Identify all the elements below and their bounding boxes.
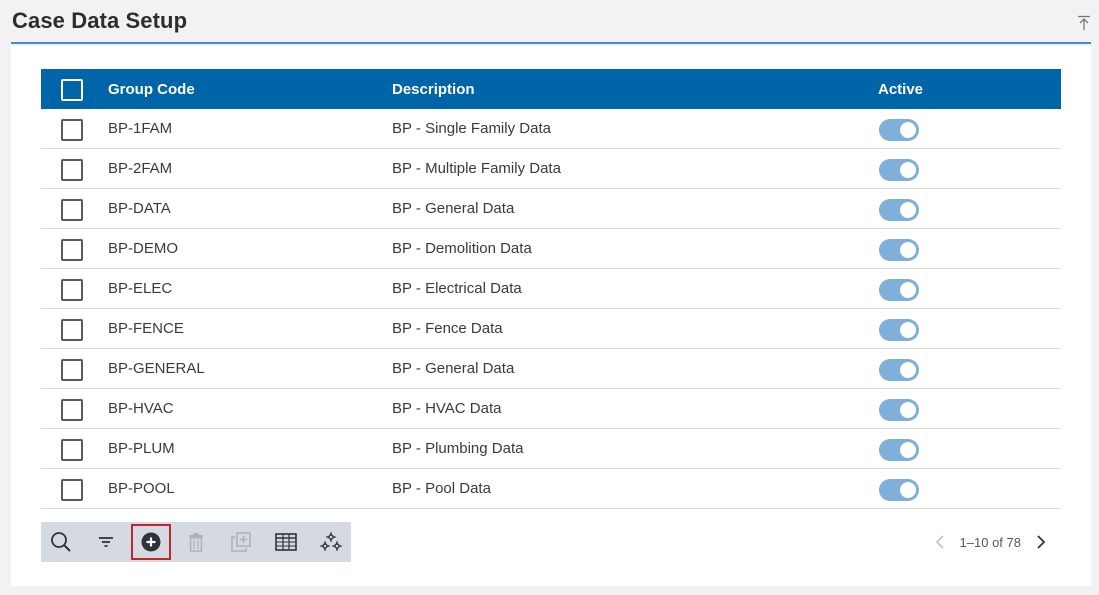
table-row[interactable]: BP-HVAC BP - HVAC Data (41, 389, 1061, 429)
settings-button[interactable] (311, 524, 351, 560)
collapse-top-icon[interactable] (1077, 15, 1091, 31)
columns-icon (275, 533, 297, 551)
toggle-knob (900, 122, 916, 138)
toggle-knob (900, 162, 916, 178)
description-cell: BP - Pool Data (392, 480, 491, 497)
active-toggle[interactable] (879, 239, 919, 261)
description-cell: BP - Electrical Data (392, 280, 522, 297)
description-cell: BP - Fence Data (392, 320, 503, 337)
page-title: Case Data Setup (12, 8, 188, 33)
add-button[interactable] (131, 524, 171, 560)
copy-icon (231, 532, 251, 552)
trash-icon (189, 533, 203, 552)
group-code-cell: BP-1FAM (108, 120, 173, 137)
row-checkbox[interactable] (61, 359, 83, 381)
description-cell: BP - General Data (392, 360, 515, 377)
description-cell: BP - Plumbing Data (392, 440, 524, 457)
group-code-cell: BP-FENCE (108, 320, 184, 337)
active-toggle[interactable] (879, 159, 919, 181)
row-checkbox[interactable] (61, 439, 83, 461)
group-code-cell: BP-ELEC (108, 280, 173, 297)
active-toggle[interactable] (879, 479, 919, 501)
row-checkbox[interactable] (61, 279, 83, 301)
group-code-cell: BP-PLUM (108, 440, 175, 457)
toggle-knob (900, 242, 916, 258)
grid-header: Group Code Description Active (41, 69, 1061, 109)
table-row[interactable]: BP-ELEC BP - Electrical Data (41, 269, 1061, 309)
toggle-knob (900, 362, 916, 378)
group-code-cell: BP-2FAM (108, 160, 173, 177)
delete-button[interactable] (176, 524, 216, 560)
select-all-checkbox[interactable] (61, 79, 83, 101)
grid-body: BP-1FAM BP - Single Family Data BP-2FAM BP … (41, 109, 1061, 509)
column-header-active[interactable]: Active (878, 81, 924, 98)
add-icon (141, 532, 161, 552)
table-row[interactable]: BP-PLUM BP - Plumbing Data (41, 429, 1061, 469)
active-toggle[interactable] (879, 279, 919, 301)
toggle-knob (900, 202, 916, 218)
row-checkbox[interactable] (61, 479, 83, 501)
table-row[interactable]: BP-FENCE BP - Fence Data (41, 309, 1061, 349)
description-cell: BP - General Data (392, 200, 515, 217)
chevron-right-icon (1037, 535, 1046, 549)
search-icon (51, 532, 71, 552)
active-toggle[interactable] (879, 359, 919, 381)
toggle-knob (900, 282, 916, 298)
row-checkbox[interactable] (61, 239, 83, 261)
table-row[interactable]: BP-DATA BP - General Data (41, 189, 1061, 229)
settings-icon (320, 532, 342, 551)
active-toggle[interactable] (879, 199, 919, 221)
row-checkbox[interactable] (61, 399, 83, 421)
group-code-cell: BP-DEMO (108, 240, 179, 257)
duplicate-button[interactable] (221, 524, 261, 560)
table-row[interactable]: BP-DEMO BP - Demolition Data (41, 229, 1061, 269)
table-row[interactable]: BP-2FAM BP - Multiple Family Data (41, 149, 1061, 189)
search-button[interactable] (41, 524, 81, 560)
active-toggle[interactable] (879, 319, 919, 341)
toggle-knob (900, 442, 916, 458)
table-row[interactable]: BP-1FAM BP - Single Family Data (41, 109, 1061, 149)
group-code-cell: BP-GENERAL (108, 360, 205, 377)
toggle-knob (900, 402, 916, 418)
filter-button[interactable] (86, 524, 126, 560)
column-header-description[interactable]: Description (392, 81, 475, 98)
content-card: Group Code Description Active BP-1FAM BP … (11, 46, 1091, 586)
description-cell: BP - Single Family Data (392, 120, 551, 137)
table-row[interactable]: BP-POOL BP - Pool Data (41, 469, 1061, 509)
description-cell: BP - HVAC Data (392, 400, 502, 417)
page-header: Case Data Setup (11, 0, 1091, 44)
page-range: 1–10 of 78 (959, 534, 1021, 550)
row-checkbox[interactable] (61, 119, 83, 141)
grid-toolbar (41, 522, 351, 562)
description-cell: BP - Multiple Family Data (392, 160, 561, 177)
previous-page-button[interactable] (930, 532, 950, 552)
row-checkbox[interactable] (61, 319, 83, 341)
column-header-group-code[interactable]: Group Code (108, 81, 195, 98)
columns-button[interactable] (266, 524, 306, 560)
active-toggle[interactable] (879, 439, 919, 461)
active-toggle[interactable] (879, 119, 919, 141)
active-toggle[interactable] (879, 399, 919, 421)
chevron-left-icon (935, 535, 944, 549)
group-code-cell: BP-POOL (108, 480, 175, 497)
table-row[interactable]: BP-GENERAL BP - General Data (41, 349, 1061, 389)
toggle-knob (900, 482, 916, 498)
toggle-knob (900, 322, 916, 338)
group-code-cell: BP-DATA (108, 200, 171, 217)
filter-icon (99, 537, 113, 547)
row-checkbox[interactable] (61, 159, 83, 181)
data-grid: Group Code Description Active BP-1FAM BP … (41, 69, 1061, 509)
pagination: 1–10 of 78 (930, 532, 1051, 552)
next-page-button[interactable] (1031, 532, 1051, 552)
group-code-cell: BP-HVAC (108, 400, 174, 417)
description-cell: BP - Demolition Data (392, 240, 532, 257)
row-checkbox[interactable] (61, 199, 83, 221)
